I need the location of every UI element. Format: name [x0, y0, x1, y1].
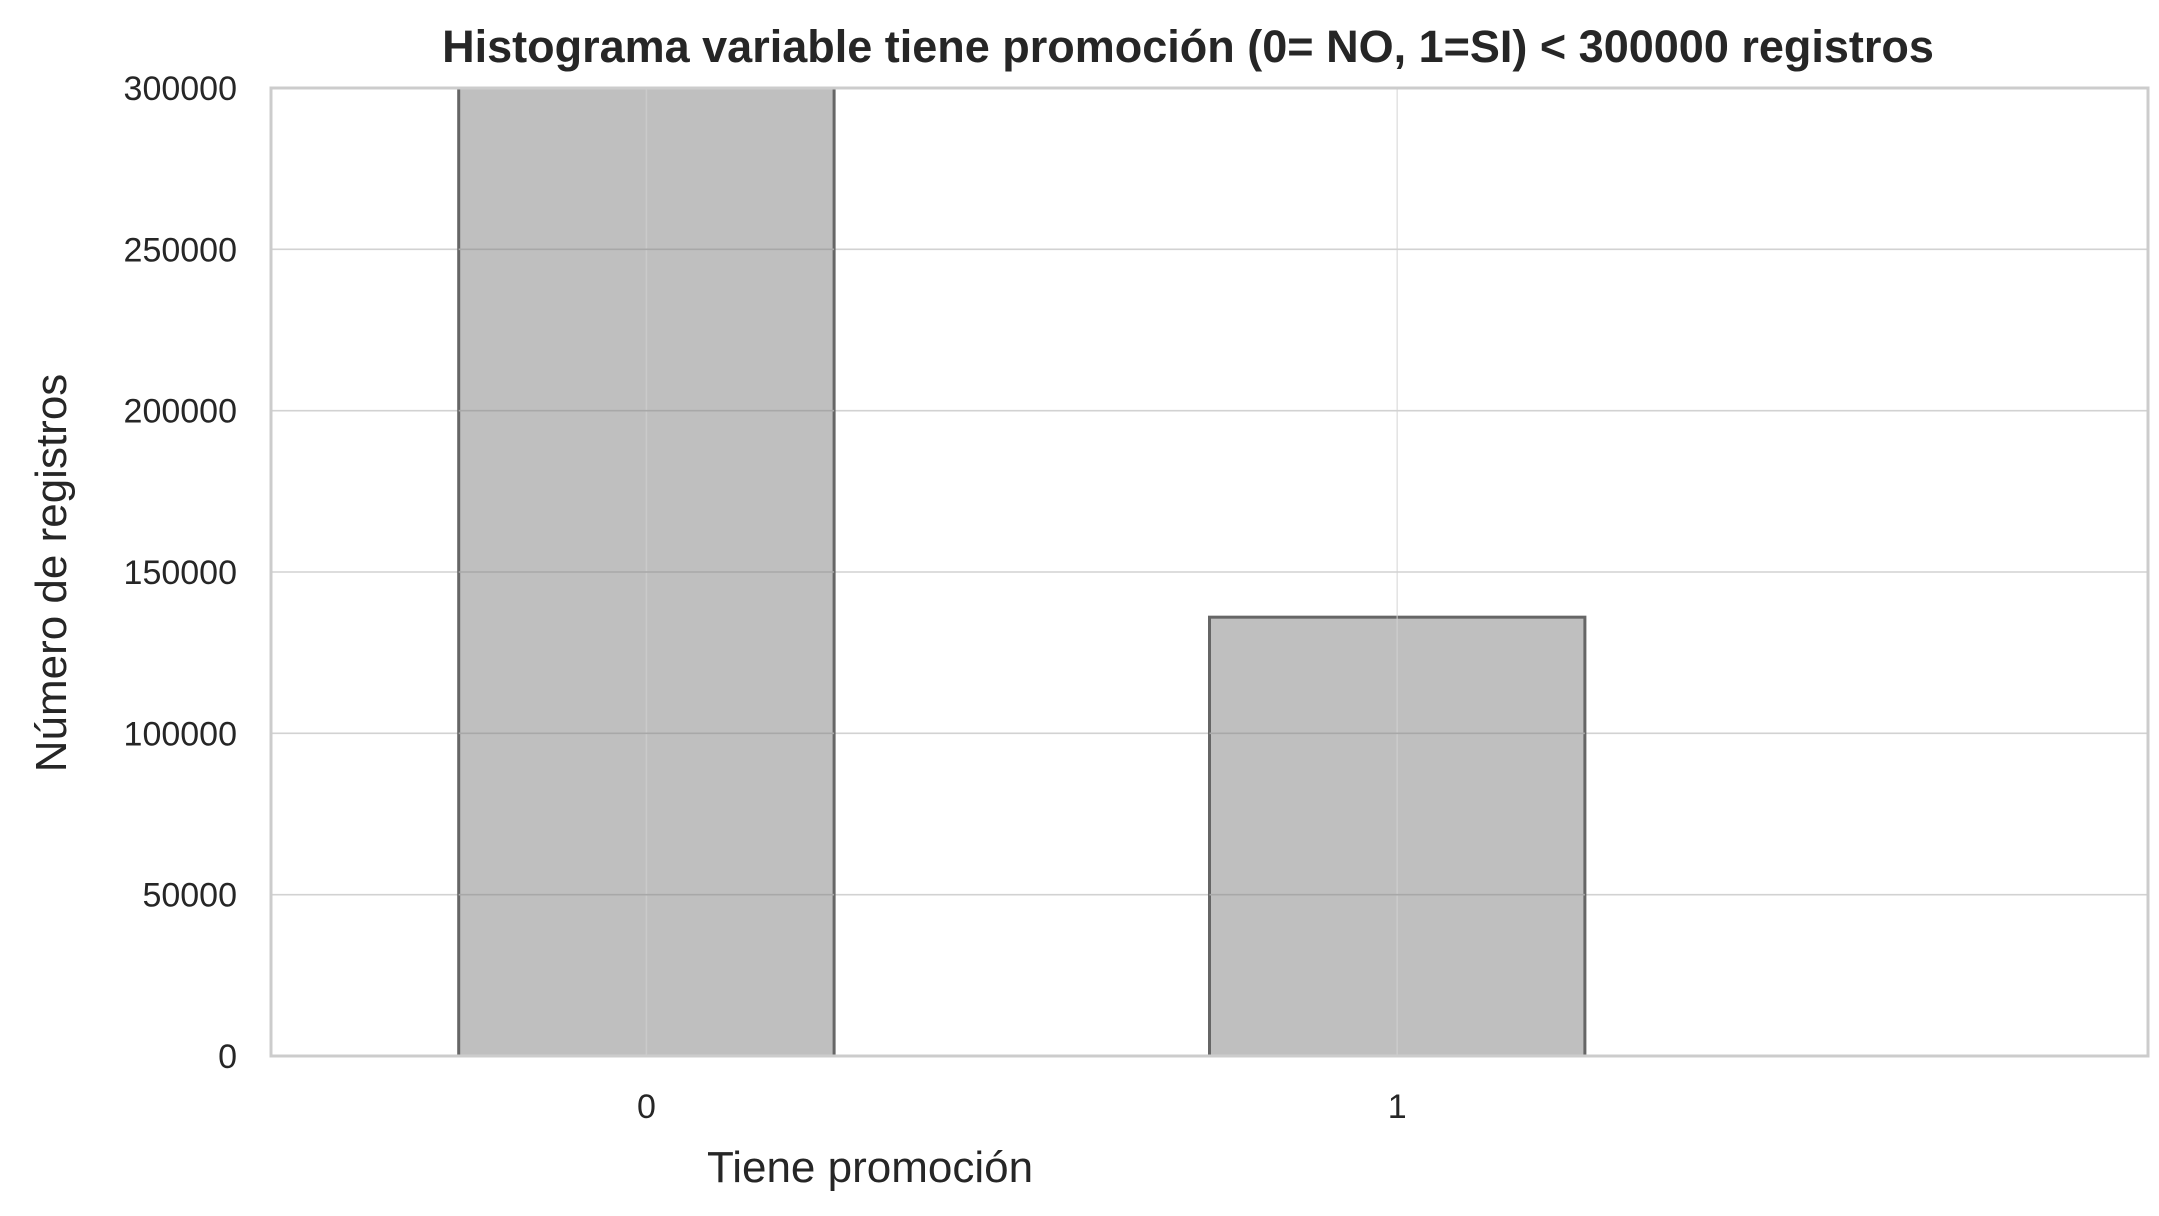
x-tick-label: 0 — [637, 1088, 656, 1126]
y-tick-label: 50000 — [142, 877, 237, 915]
chart-title: Histograma variable tiene promoción (0= … — [442, 21, 1934, 72]
y-tick-label: 150000 — [124, 554, 237, 592]
y-tick-label: 250000 — [124, 231, 237, 269]
y-axis-label: Número de registros — [27, 374, 76, 773]
x-tick-label: 1 — [1388, 1088, 1407, 1126]
y-tick-label: 300000 — [124, 70, 237, 108]
y-tick-label: 200000 — [124, 393, 237, 431]
y-tick-label: 100000 — [124, 715, 237, 753]
plot-frame — [269, 86, 2150, 1058]
y-tick-label: 0 — [218, 1038, 237, 1076]
x-axis-label: Tiene promoción — [707, 1143, 1033, 1192]
y-tick-labels: 0 50000 100000 150000 200000 250000 300000 — [124, 70, 237, 1076]
vertical-grid-layer — [458, 87, 1585, 1056]
